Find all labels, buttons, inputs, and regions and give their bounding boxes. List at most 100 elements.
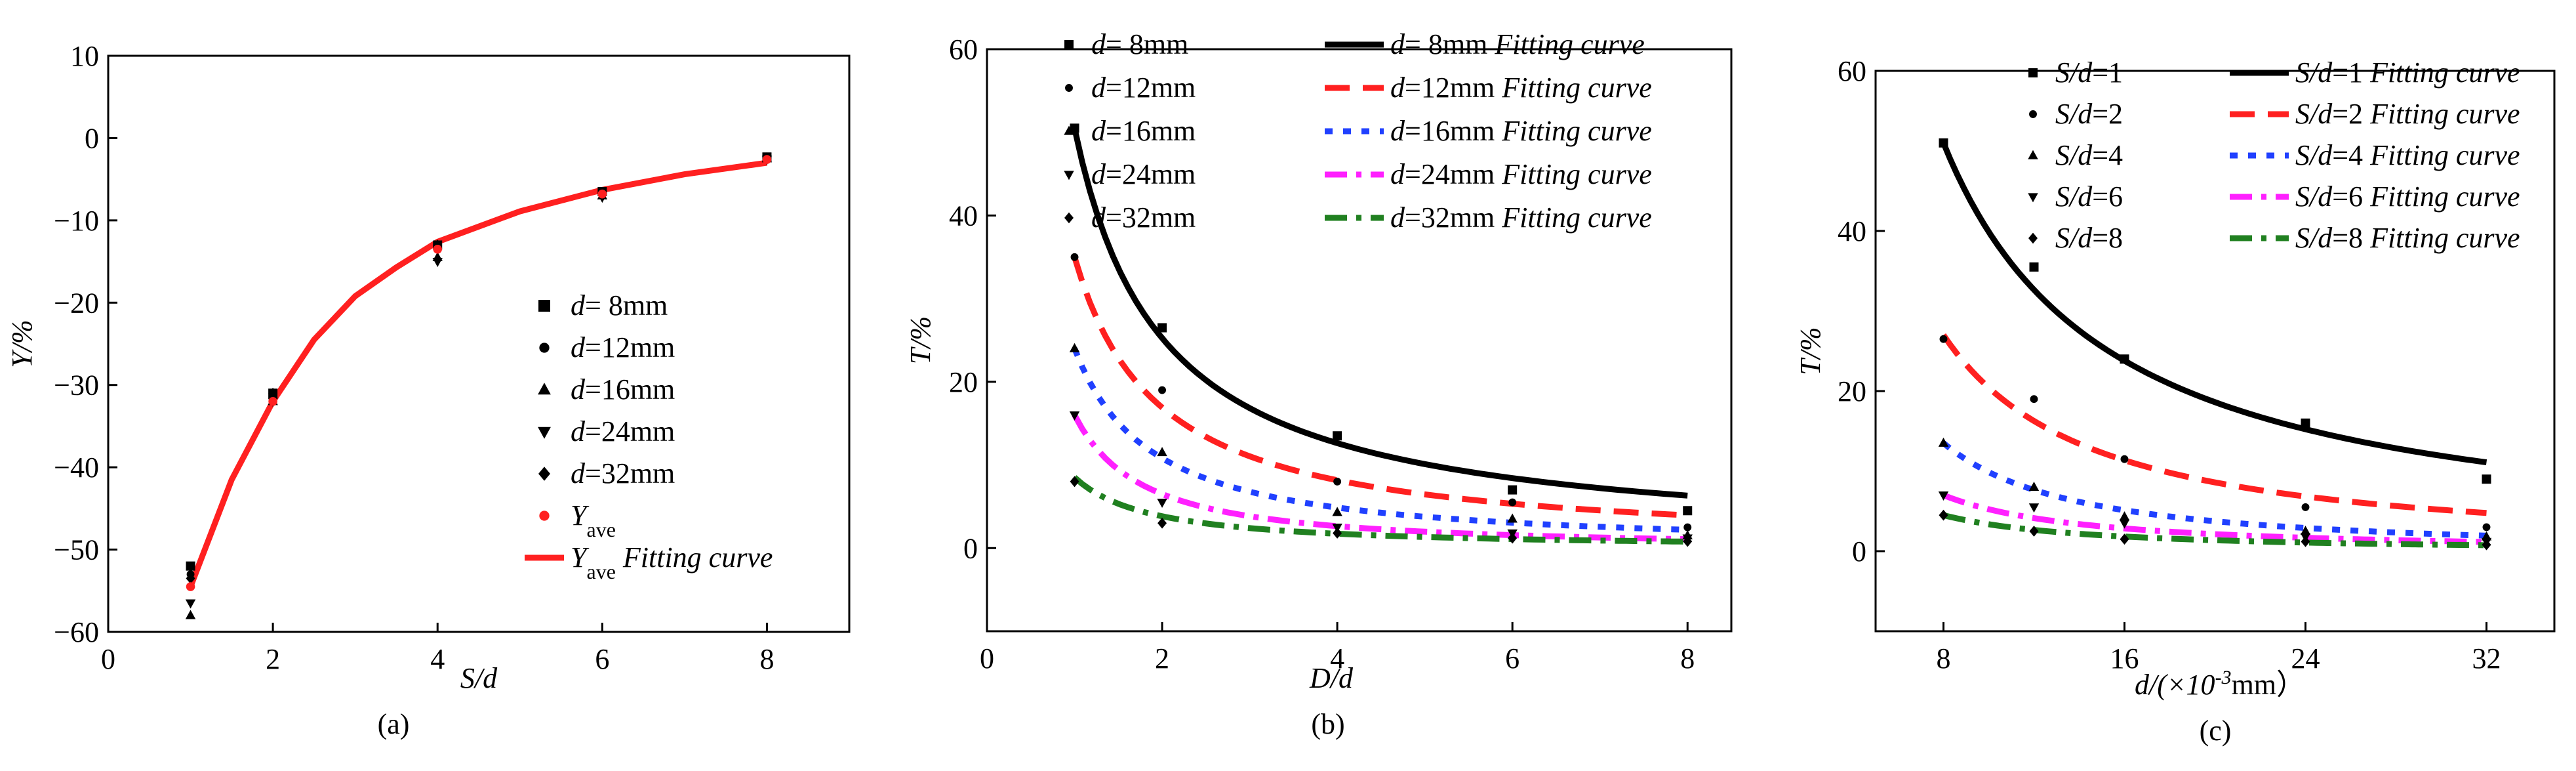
data-point-series-3 — [2028, 503, 2040, 513]
legend-marker-2 — [538, 383, 551, 395]
data-point-series-4 — [2482, 539, 2491, 551]
data-point-series-4 — [2301, 535, 2310, 547]
legend-label-0: S/d=1 — [2055, 56, 2123, 89]
fit-curve-2 — [1072, 347, 1688, 533]
data-point-series-2 — [1157, 447, 1167, 457]
legend-marker-1 — [2029, 110, 2037, 118]
y-tick-label: −60 — [54, 616, 99, 648]
y-tick-label: 20 — [1838, 375, 1866, 407]
x-tick-label: 6 — [1505, 642, 1519, 675]
legend-fit-label-0: Yave Fitting curve — [571, 541, 773, 583]
data-point-series-0 — [2482, 474, 2491, 484]
y-tick-label: 0 — [1852, 535, 1866, 568]
legend-fit-label-3: d=24mm Fitting curve — [1390, 158, 1652, 190]
x-tick-label: 4 — [1330, 642, 1344, 675]
data-point-series-4 — [1683, 535, 1693, 547]
data-point-series-0 — [1070, 123, 1079, 133]
legend-label-0: d= 8mm — [571, 289, 668, 322]
y-tick-label: 0 — [85, 122, 99, 154]
legend-label-1: S/d=2 — [2055, 98, 2123, 130]
data-point-series-0 — [1157, 323, 1167, 333]
fit-curve-4 — [1072, 475, 1688, 545]
x-tick-label: 4 — [430, 643, 445, 675]
y-tick-label: −20 — [54, 287, 99, 319]
data-point-series-5 — [186, 582, 195, 591]
legend-fit-label-1: d=12mm Fitting curve — [1390, 72, 1652, 104]
data-point-series-5 — [268, 397, 277, 406]
data-point-series-3 — [185, 599, 196, 609]
x-tick-label: 24 — [2291, 642, 2320, 675]
data-point-series-2 — [2300, 526, 2311, 535]
data-point-series-0 — [1683, 506, 1693, 516]
legend-marker-3 — [538, 427, 551, 439]
fit-curve-1 — [1072, 256, 1688, 518]
chart-panel-c: 8 16 24 32 0 20 40 60 T/% d/(×10-3mm） (c) S/d=1 S/d=… — [1794, 55, 2556, 747]
data-point-series-0 — [2120, 354, 2129, 364]
data-point-series-3 — [1069, 411, 1080, 421]
data-point-series-1 — [2482, 523, 2491, 531]
legend-label-3: S/d=6 — [2055, 180, 2123, 213]
y-axis-label: T/% — [1794, 327, 1826, 375]
fit-curve-3 — [1072, 413, 1688, 543]
legend-marker-2 — [1064, 125, 1074, 135]
legend-fit-label-3: S/d=6 Fitting curve — [2295, 180, 2520, 213]
data-point-series-3 — [432, 257, 443, 267]
panel-caption: (b) — [1311, 708, 1344, 740]
plot-frame — [1874, 70, 2556, 633]
x-tick-label: 8 — [1680, 642, 1695, 675]
data-point-series-5 — [433, 244, 443, 254]
y-tick-label: 60 — [1838, 55, 1866, 87]
data-point-series-4 — [186, 573, 195, 584]
data-point-series-4 — [1939, 509, 1948, 521]
legend-label-2: S/d=4 — [2055, 139, 2123, 171]
legend-label-2: d=16mm — [1091, 115, 1196, 147]
fit-curve-0 — [1941, 142, 2487, 466]
legend-fit-label-4: S/d=8 Fitting curve — [2295, 222, 2520, 254]
legend-marker-3 — [2028, 193, 2038, 203]
data-point-series-2 — [185, 610, 196, 619]
legend-marker-0 — [2028, 68, 2038, 77]
y-tick-label: 10 — [70, 40, 99, 72]
data-point-series-2 — [1069, 343, 1080, 352]
legend-label-4: d=32mm — [571, 457, 675, 490]
y-tick-label: −10 — [54, 205, 99, 237]
y-tick-label: 20 — [949, 366, 978, 398]
x-tick-label: 16 — [2110, 642, 2139, 675]
legend-fit-label-0: S/d=1 Fitting curve — [2295, 56, 2520, 89]
data-point-series-1 — [1683, 523, 1692, 531]
data-point-series-4 — [2120, 533, 2129, 545]
data-point-series-4 — [268, 387, 278, 399]
legend-fit-label-2: S/d=4 Fitting curve — [2295, 139, 2520, 171]
legend-label-4: S/d=8 — [2055, 222, 2123, 254]
data-point-series-4 — [1070, 476, 1079, 488]
legend-label-5: Yave — [571, 499, 616, 541]
legend-marker-4 — [1064, 212, 1074, 224]
legend-marker-4 — [538, 467, 550, 481]
legend-marker-2 — [2028, 150, 2038, 159]
data-point-series-5 — [597, 189, 607, 199]
legend-fit-label-4: d=32mm Fitting curve — [1390, 201, 1652, 234]
chart-panel-b: 0 2 4 6 8 0 20 40 60 T/% D/d (b) d= 8mm d=12mm d=16mm d… — [904, 28, 1733, 740]
fit-curve-0 — [1072, 127, 1688, 499]
y-tick-label: 0 — [963, 532, 978, 564]
y-tick-label: −50 — [54, 534, 99, 566]
fit-curve-1 — [1941, 333, 2487, 516]
data-point-series-1 — [1333, 477, 1342, 486]
data-point-series-0 — [186, 561, 195, 571]
data-point-series-1 — [1070, 253, 1079, 261]
data-point-series-0 — [2301, 418, 2310, 428]
legend-fit-label-2: d=16mm Fitting curve — [1390, 115, 1652, 147]
x-axis-label: d/(×10-3mm） — [2135, 667, 2305, 701]
data-point-series-1 — [2120, 455, 2129, 463]
legend-marker-4 — [2028, 232, 2038, 244]
data-point-series-1 — [2030, 395, 2038, 404]
data-point-series-1 — [2301, 503, 2310, 511]
data-point-series-0 — [1939, 138, 1948, 148]
data-point-series-0 — [2029, 262, 2039, 272]
fit-curve-0 — [188, 159, 768, 588]
chart-panel-a: 0 2 4 6 8 10 0 −10 −20 −30 −40 −50 −60 Y/% S/d (a) d= 8m… — [6, 40, 851, 740]
legend-marker-5 — [539, 511, 550, 521]
x-tick-label: 2 — [1155, 642, 1169, 675]
x-tick-label: 32 — [2472, 642, 2501, 675]
data-point-series-0 — [1508, 485, 1518, 495]
